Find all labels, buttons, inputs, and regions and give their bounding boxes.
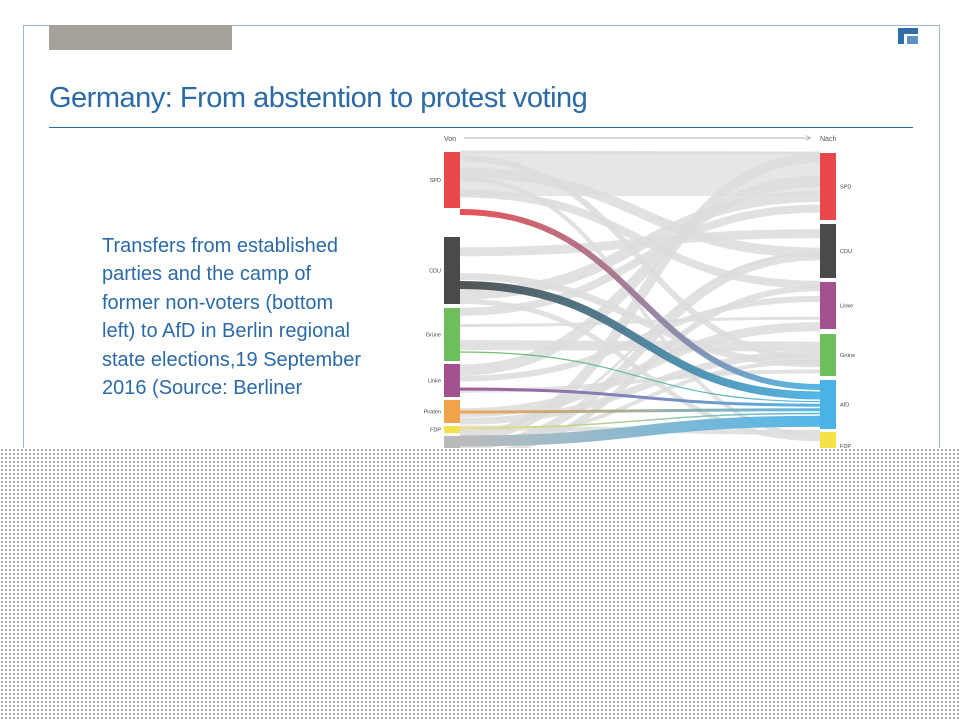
sankey-chart: SPD CDU Grüne Linke Piraten FDP SPD CDU Linke Grü… — [410, 130, 870, 460]
background-flow — [459, 204, 821, 316]
header-tab — [49, 25, 232, 50]
afd-flow-from-gr-ne — [459, 351, 821, 403]
source-label-spd: SPD — [430, 178, 441, 184]
source-node-linke — [444, 364, 460, 397]
title-divider — [49, 127, 913, 128]
target-label-cdu: CDU — [840, 249, 852, 255]
background-flow — [459, 167, 821, 258]
background-flow — [459, 175, 821, 376]
background-flow — [459, 150, 821, 155]
source-label-piraten: Piraten — [424, 410, 441, 416]
background-flow — [459, 229, 821, 257]
afd-flow-from-cdu — [459, 281, 821, 400]
afd-flow-from-linke — [459, 387, 821, 407]
target-label-afd: AfD — [840, 403, 849, 409]
target-node-gr-ne — [820, 334, 836, 376]
target-label-spd: SPD — [840, 185, 851, 191]
afd-flow-from-spd — [459, 209, 821, 390]
target-label-linke: Linke — [840, 304, 853, 310]
afd-flow-from-fdp — [459, 412, 821, 429]
sankey-svg: SPD CDU Grüne Linke Piraten FDP SPD CDU Linke Grü… — [424, 130, 855, 460]
target-node-linke — [820, 282, 836, 329]
source-node-cdu — [444, 237, 460, 304]
source-label-cdu: CDU — [429, 269, 441, 275]
background-flow — [459, 285, 821, 458]
source-node-fdp — [444, 426, 460, 433]
source-node-gr-ne — [444, 308, 460, 361]
target-node-afd — [820, 380, 836, 429]
afd-flow-from-piraten — [459, 408, 821, 414]
logo-icon — [898, 24, 918, 46]
source-label-linke: Linke — [428, 379, 441, 385]
target-node-cdu — [820, 224, 836, 278]
target-node-spd — [820, 153, 836, 220]
source-node-spd — [444, 152, 460, 208]
dotted-overlay — [0, 448, 960, 720]
afd-flow-from-unlabeled — [459, 415, 821, 447]
source-label-fdp: FDP — [430, 428, 441, 434]
target-label-fdp: FDP — [840, 444, 851, 450]
source-node-piraten — [444, 400, 460, 423]
source-label-gr-ne: Grüne — [426, 333, 441, 339]
background-flow — [459, 316, 821, 327]
source-axis-label: Von — [444, 136, 456, 143]
target-label-gr-ne: Grüne — [840, 353, 855, 359]
slide-title: Germany: From abstention to protest voti… — [49, 82, 588, 114]
slide-body-text: Transfers from established parties and t… — [102, 235, 362, 400]
target-axis-label: Nach — [820, 136, 836, 143]
